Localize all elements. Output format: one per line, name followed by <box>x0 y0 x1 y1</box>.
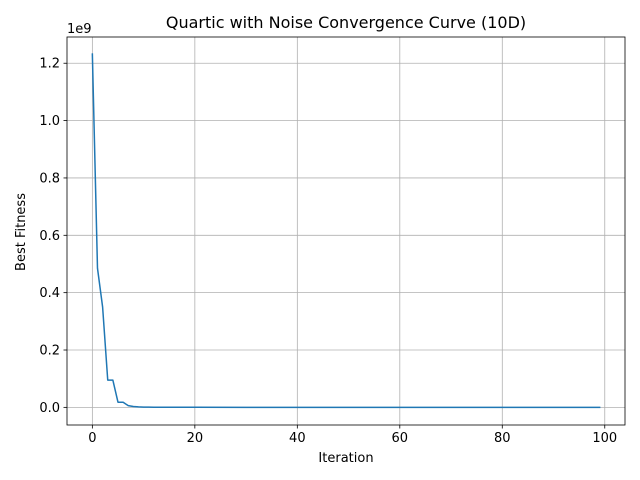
y-tick-label-3: 0.6 <box>39 229 60 244</box>
axes-frame <box>66 36 626 426</box>
x-tick-label-2: 40 <box>289 431 306 446</box>
y-tick-label-0: 0.0 <box>39 401 60 416</box>
y-axis-label: Best Fitness <box>14 193 29 271</box>
y-tick-label-2: 0.4 <box>39 286 60 301</box>
x-axis-label: Iteration <box>318 451 373 466</box>
chart-title: Quartic with Noise Convergence Curve (10… <box>166 13 526 32</box>
y-tick-label-5: 1.0 <box>39 114 60 129</box>
x-tick-label-1: 20 <box>187 431 204 446</box>
y-tick-label-4: 0.8 <box>39 171 60 186</box>
series-line-0 <box>91 53 601 409</box>
y-axis-offset-label: 1e9 <box>67 22 92 37</box>
x-tick-label-3: 60 <box>392 431 409 446</box>
x-tick-label-0: 0 <box>88 431 96 446</box>
x-tick-label-4: 80 <box>494 431 511 446</box>
y-tick-label-1: 0.2 <box>39 344 60 359</box>
x-tick-label-5: 100 <box>592 431 617 446</box>
plot-area: 0 20 40 60 80 100 0.0 0.2 0.4 0.6 0.8 1.0 1.2 <box>39 36 626 446</box>
y-tick-label-6: 1.2 <box>39 57 60 72</box>
